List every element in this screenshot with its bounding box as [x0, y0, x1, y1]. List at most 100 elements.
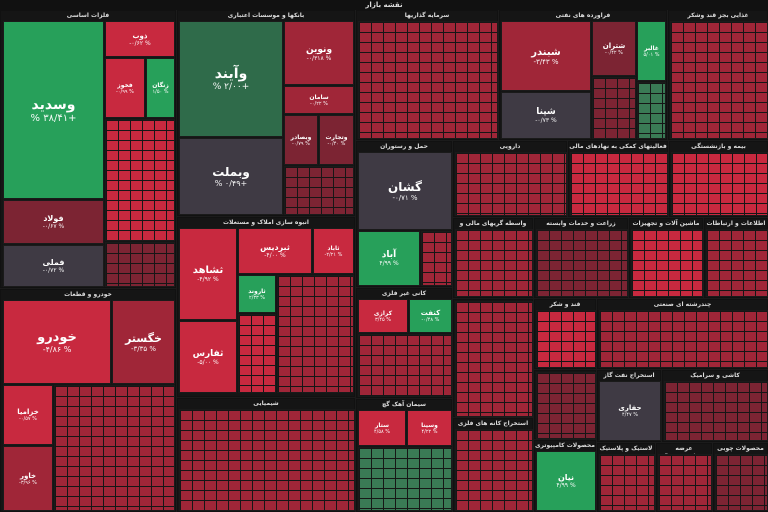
tile-vaayand[interactable]: وآیند % ۲/۰۰+ — [179, 21, 283, 137]
section-title: قند و شکر — [549, 301, 581, 308]
tile-saman[interactable]: سامان -۰/۲۲ % — [284, 86, 354, 114]
tile-name: شبندر — [531, 46, 561, 58]
tile-value: -۳/۹۶ % — [19, 479, 37, 486]
tile-ghalbar[interactable]: غالبر ۵/۰۱ % — [637, 21, 666, 81]
section-title: کاشی و سرامیک — [690, 372, 740, 379]
tile-group-agri[interactable] — [536, 229, 628, 297]
tile-khavar[interactable]: خاور -۳/۹۶ % — [3, 446, 53, 511]
tile-group-food[interactable] — [670, 21, 768, 139]
section-rubber: لاستیک و پلاستیک — [597, 443, 655, 512]
tile-value: -۴/۹۲ % — [197, 276, 219, 283]
tile-nian[interactable]: نیان ۴/۹۹ % — [536, 451, 596, 511]
tile-name: وآیند — [214, 66, 248, 82]
section-transport: حمل و رستوران گشان -۰/۷۱ % آباد ۴/۹۹ % — [356, 141, 452, 287]
tile-fameli[interactable]: فملی -۰/۷۲ % — [3, 245, 104, 287]
tile-group-electrical[interactable] — [658, 454, 712, 511]
tile-group-transport-2[interactable] — [455, 301, 533, 417]
section-refinery: فراورده های نفتی شبندر -۳/۴۳ % شپنا -۰/۷… — [499, 10, 667, 140]
tile-group-misc[interactable] — [536, 372, 596, 439]
tile-thfars[interactable]: ثفارس -۵/۰۰ % — [179, 321, 237, 393]
tile-group-it[interactable] — [706, 229, 768, 297]
section-auto: خودرو و قطعات خودرو -۴/۸۶ % خگستر -۳/۳۵ … — [0, 289, 176, 512]
tile-group-sugar[interactable] — [536, 310, 596, 368]
tile-group-rubber[interactable] — [599, 454, 655, 511]
tile-group-wood[interactable] — [715, 454, 768, 511]
tile-group-cement[interactable] — [358, 447, 452, 511]
tile-haffari[interactable]: حفاری ۴/۴۷ % — [599, 381, 661, 441]
tile-thshahed[interactable]: ثشاهد -۴/۹۲ % — [179, 228, 237, 320]
tile-khgostar[interactable]: خگستر -۳/۳۵ % — [112, 300, 175, 384]
tile-value: -۰/۷۱ % — [392, 194, 418, 202]
tile-satar[interactable]: ستار ۴/۵۸ % — [358, 410, 406, 446]
tile-group-metals-2[interactable] — [105, 242, 175, 287]
section-multidiscipline: چندرشته ای صنعتی — [597, 299, 768, 369]
tile-value: -۰/۷۲ % — [42, 267, 65, 274]
tile-group-metals[interactable] — [105, 119, 175, 241]
tile-value: ۲/۳۳ % — [248, 294, 266, 301]
tile-group-auto[interactable] — [54, 385, 175, 511]
tile-value: -۰/۷۳ % — [535, 117, 557, 124]
tile-group-housing-2[interactable] — [238, 314, 276, 393]
section-insurance: بیمه و بازنشستگی — [669, 141, 768, 217]
tile-name: خگستر — [125, 331, 162, 345]
tile-value: -۰/۶۷ % — [42, 223, 65, 230]
tile-group-non-metal[interactable] — [358, 334, 452, 397]
tile-name: سامان — [309, 93, 329, 101]
tile-vsina[interactable]: وسینا ۴/۲۲ % — [407, 410, 452, 446]
tile-group-housing[interactable] — [277, 275, 354, 393]
tile-khzamiya[interactable]: خزامیا -۰/۵۷ % — [3, 385, 53, 445]
tile-fulad[interactable]: فولاد -۰/۶۷ % — [3, 200, 104, 244]
tile-group-multidiscipline[interactable] — [599, 310, 768, 368]
tile-tharvand[interactable]: ثاروند ۲/۳۳ % — [238, 275, 276, 313]
section-title: عرضه برق،گاز،بخاروآب گرم — [659, 445, 708, 470]
tile-vtejarat[interactable]: وتجارت -۰/۴۰ % — [319, 115, 354, 165]
tile-group-machinery[interactable] — [631, 229, 703, 297]
tile-group-transport[interactable] — [421, 231, 452, 286]
tile-value: % ۳۸/۴۱+ — [30, 112, 77, 124]
section-title: فعالیتهای کمکی به نهادهای مالی واسط — [569, 143, 667, 159]
tile-zengan[interactable]: زنگان ۱/۵۰ % — [146, 58, 175, 118]
section-food: غذایی بجز قند وشکر — [668, 10, 768, 140]
tile-tbridis[interactable]: ثبردیس -۴/۰۰ % — [238, 228, 312, 274]
tile-zob[interactable]: ذوب -۰/۶۲ % — [105, 21, 175, 57]
tile-value: -۰/۶۲ % — [129, 39, 151, 47]
tile-fkhuz[interactable]: فخوز -۰/۹۹ % — [105, 58, 145, 118]
section-tiles: کاشی و سرامیک — [662, 370, 768, 442]
tile-group-investments[interactable] — [358, 21, 498, 139]
tile-name: وسینا — [421, 421, 438, 429]
tile-shebandar[interactable]: شبندر -۳/۴۳ % — [501, 21, 591, 91]
section-basic-metals: فلزات اساسی وسدید % ۳۸/۴۱+ ذوب -۰/۶۲ % ف… — [0, 10, 176, 288]
tile-group-tiles[interactable] — [664, 381, 768, 441]
section-machinery: ماشین آلات و تجهیزات — [629, 218, 703, 298]
tile-abad[interactable]: آباد ۴/۹۹ % — [358, 231, 420, 286]
tile-name: ذوب — [132, 31, 148, 40]
tile-shetran[interactable]: شتران -۰/۴۲ % — [592, 21, 636, 76]
tile-thapad[interactable]: ثاباد -۲/۲۱ % — [313, 228, 354, 274]
tile-vabmellat[interactable]: وبملت % ۰/۴۹+ — [179, 138, 283, 215]
section-title: استخراج نفت گاز — [603, 372, 655, 379]
tile-gashan[interactable]: گشان -۰/۷۱ % — [358, 152, 452, 230]
tile-vanavin[interactable]: ونوین -۰/۳۱۸ % — [284, 21, 354, 85]
tile-group-financial[interactable] — [570, 152, 668, 216]
tile-khodro[interactable]: خودرو -۴/۸۶ % — [3, 300, 111, 384]
tile-value: ۳/۴۵ % — [374, 316, 392, 323]
tile-group-insurance[interactable] — [671, 152, 768, 216]
section-title: اطلاعات و ارتباطات — [706, 220, 766, 227]
tile-vabsadrat[interactable]: وبصادر -۰/۷۹ % — [284, 115, 318, 165]
tile-group-refinery-2[interactable] — [637, 82, 666, 139]
section-title: چندرشته ای صنعتی — [653, 301, 712, 308]
section-agri: زراعت و خدمات وابسته — [534, 218, 628, 298]
tile-name: ثاروند — [248, 287, 266, 295]
tile-group-pharma[interactable] — [455, 152, 567, 216]
tile-kenaft[interactable]: کنفت -۰/۴۸ % — [409, 299, 452, 333]
section-title: لاستیک و پلاستیک — [599, 445, 653, 452]
tile-vsadid[interactable]: وسدید % ۳۸/۴۱+ — [3, 21, 104, 199]
tile-group-banks[interactable] — [284, 166, 354, 215]
tile-group-metal-ore[interactable] — [455, 429, 533, 511]
tile-group-chemicals[interactable] — [179, 409, 355, 511]
tile-kerazi[interactable]: کرازی ۳/۴۵ % — [358, 299, 408, 333]
tile-group-refinery[interactable] — [592, 77, 636, 139]
section-non-metal: کانی غیر فلزی کرازی ۳/۴۵ % کنفت -۰/۴۸ % — [356, 288, 452, 398]
tile-group-intermediation[interactable] — [455, 229, 533, 297]
tile-shepna[interactable]: شپنا -۰/۷۳ % — [501, 92, 591, 139]
